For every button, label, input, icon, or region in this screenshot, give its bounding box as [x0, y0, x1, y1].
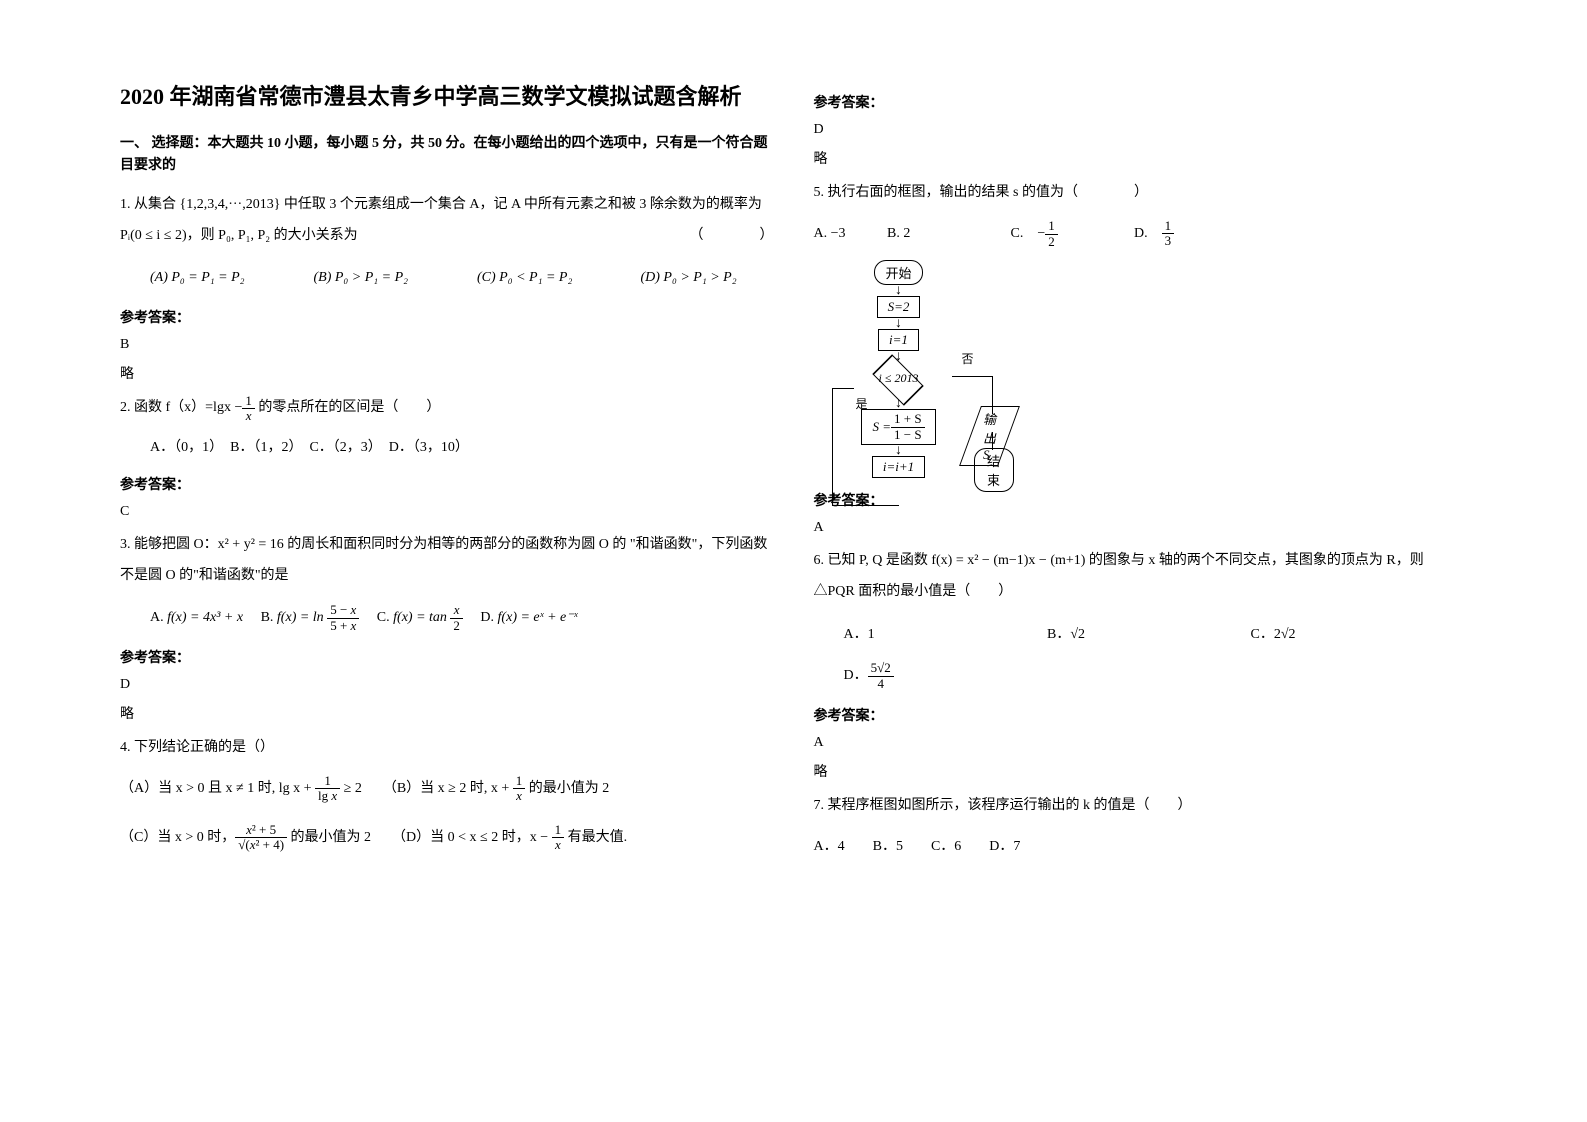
q4-opt-b: （B）当 x ≥ 2 时, x + 1x 的最小值为 2 [383, 781, 609, 796]
q6-opt-c: C．2√2 [1251, 618, 1296, 652]
exam-title: 2020 年湖南省常德市澧县太青乡中学高三数学文模拟试题含解析 [120, 80, 774, 113]
question-7: 7. 某程序框图如图所示，该程序运行输出的 k 的值是（ ） [814, 791, 1468, 822]
question-2: 2. 函数 f（x）=lgx − 1x 的零点所在的区间是（ ） [120, 393, 774, 424]
q4-omit: 略 [814, 148, 1468, 168]
q1-opt-b: (B) P₀ > P₁ = P₂ [314, 261, 474, 295]
q1-text: 1. 从集合 {1,2,3,4,···,2013} 中任取 3 个元素组成一个集… [120, 197, 762, 243]
q6-options: A．1 B．√2 C．2√2 D．5√24 [844, 618, 1468, 693]
q1-options: (A) P₀ = P₁ = P₂ (B) P₀ > P₁ = P₂ (C) P₀… [150, 261, 774, 295]
q5-opt-b: B. 2 [887, 219, 1007, 250]
q6-answer-label: 参考答案： [814, 705, 1468, 725]
q1-opt-a: (A) P₀ = P₁ = P₂ [150, 261, 310, 295]
flowchart: 开始 ↓ S=2 ↓ i=1 ↓ i ≤ 2013 否 是 输出S 结束 ↓ S… [814, 260, 1468, 479]
q6-answer: A [814, 735, 1468, 751]
q3-opt-a: f(x) = 4x³ + x [167, 610, 243, 625]
question-6: 6. 已知 P, Q 是函数 f(x) = x² − (m−1)x − (m+1… [814, 546, 1468, 608]
arrow-icon: ↓ [895, 285, 902, 296]
q5-answer-label: 参考答案： [814, 490, 1468, 510]
arrow-icon: ↓ [895, 318, 902, 329]
q5-answer: A [814, 520, 1468, 536]
question-5: 5. 执行右面的框图，输出的结果 s 的值为（ ） [814, 178, 1468, 209]
q1-answer-label: 参考答案： [120, 307, 774, 327]
q4-opt-a: （A）当 x > 0 且 x ≠ 1 时, lg x + 1lg x ≥ 2 [120, 781, 365, 796]
q2-text-b: 的零点所在的区间是（ ） [258, 400, 440, 415]
flow-start: 开始 [874, 260, 922, 285]
flow-s2: S=2 [877, 296, 921, 318]
q3-answer: D [120, 677, 774, 693]
q4-opt-d: （D）当 0 < x ≤ 2 时，x − 1x 有最大值. [392, 830, 627, 845]
q1-omit: 略 [120, 363, 774, 383]
section-1-title: 一、 选择题：本大题共 10 小题，每小题 5 分，共 50 分。在每小题给出的… [120, 133, 774, 178]
q3-answer-label: 参考答案： [120, 647, 774, 667]
q3-opt-d: f(x) = eˣ + e⁻ˣ [498, 610, 578, 625]
q4-options-cd: （C）当 x > 0 时，x² + 5√(x² + 4) 的最小值为 2 （D）… [120, 823, 774, 854]
flow-end: 结束 [974, 448, 1014, 492]
question-1: 1. 从集合 {1,2,3,4,···,2013} 中任取 3 个元素组成一个集… [120, 190, 774, 252]
q3-options: A. f(x) = 4x³ + x B. f(x) = ln 5 − x5 + … [150, 601, 774, 635]
question-3: 3. 能够把圆 O：x² + y² = 16 的周长和面积同时分为相等的两部分的… [120, 530, 774, 592]
q6-opt-d: D．5√24 [844, 659, 894, 693]
q1-opt-c: (C) P₀ < P₁ = P₂ [477, 261, 637, 295]
q3-omit: 略 [120, 703, 774, 723]
q2-text-a: 2. 函数 f（x）=lgx [120, 400, 234, 415]
q2-answer: C [120, 504, 774, 520]
q5-opt-c: C. − 12 [1011, 219, 1131, 250]
q2-options: A．（0，1） B．（1，2） C．（2，3） D．（3，10） [150, 434, 774, 462]
q3-opt-c: f(x) = tan x2 [393, 610, 463, 625]
q4-answer: D [814, 122, 1468, 138]
q5-opt-d: D. 13 [1134, 219, 1174, 250]
q5-options: A. −3 B. 2 C. − 12 D. 13 [814, 219, 1468, 250]
q4-options-ab: （A）当 x > 0 且 x ≠ 1 时, lg x + 1lg x ≥ 2 （… [120, 774, 774, 805]
q1-answer: B [120, 337, 774, 353]
flow-i1: i=1 [878, 329, 919, 351]
q1-blank: （ ） [690, 221, 774, 252]
q6-opt-b: B．√2 [1047, 618, 1247, 652]
q4-answer-label: 参考答案： [814, 92, 1468, 112]
q5-opt-a: A. −3 [814, 219, 884, 250]
q6-omit: 略 [814, 761, 1468, 781]
q1-opt-d: (D) P₀ > P₁ > P₂ [641, 261, 737, 295]
flow-no-label: 否 [961, 350, 973, 367]
q6-opt-a: A．1 [844, 618, 1044, 652]
question-4: 4. 下列结论正确的是（） [120, 733, 774, 764]
q3-opt-b: f(x) = ln 5 − x5 + x [277, 610, 359, 625]
q7-options: A．4 B．5 C．6 D．7 [814, 832, 1468, 863]
q4-opt-c: （C）当 x > 0 时，x² + 5√(x² + 4) 的最小值为 2 [120, 830, 375, 845]
q2-answer-label: 参考答案： [120, 474, 774, 494]
